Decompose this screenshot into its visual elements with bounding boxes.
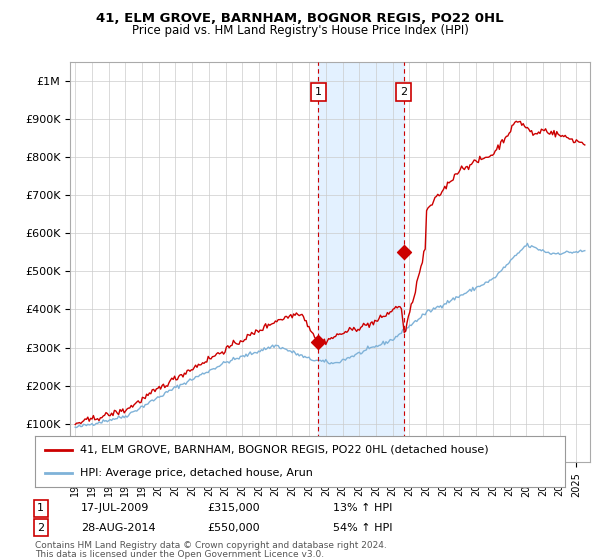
Point <box>313 337 323 346</box>
Bar <box>318 62 404 462</box>
Text: 28-AUG-2014: 28-AUG-2014 <box>81 522 155 533</box>
Text: 1: 1 <box>37 503 44 514</box>
Text: Contains HM Land Registry data © Crown copyright and database right 2024.: Contains HM Land Registry data © Crown c… <box>35 542 386 550</box>
Text: 2: 2 <box>37 522 44 533</box>
Text: Price paid vs. HM Land Registry's House Price Index (HPI): Price paid vs. HM Land Registry's House … <box>131 24 469 36</box>
Text: 17-JUL-2009: 17-JUL-2009 <box>81 503 149 514</box>
Text: HPI: Average price, detached house, Arun: HPI: Average price, detached house, Arun <box>80 468 313 478</box>
Text: 13% ↑ HPI: 13% ↑ HPI <box>333 503 392 514</box>
Text: This data is licensed under the Open Government Licence v3.0.: This data is licensed under the Open Gov… <box>35 550 324 559</box>
Text: 2: 2 <box>400 87 407 97</box>
Text: 54% ↑ HPI: 54% ↑ HPI <box>333 522 392 533</box>
Text: £315,000: £315,000 <box>207 503 260 514</box>
Text: 41, ELM GROVE, BARNHAM, BOGNOR REGIS, PO22 0HL (detached house): 41, ELM GROVE, BARNHAM, BOGNOR REGIS, PO… <box>80 445 488 455</box>
Point <box>399 248 409 256</box>
Text: £550,000: £550,000 <box>207 522 260 533</box>
Text: 41, ELM GROVE, BARNHAM, BOGNOR REGIS, PO22 0HL: 41, ELM GROVE, BARNHAM, BOGNOR REGIS, PO… <box>96 12 504 25</box>
Text: 1: 1 <box>314 87 322 97</box>
